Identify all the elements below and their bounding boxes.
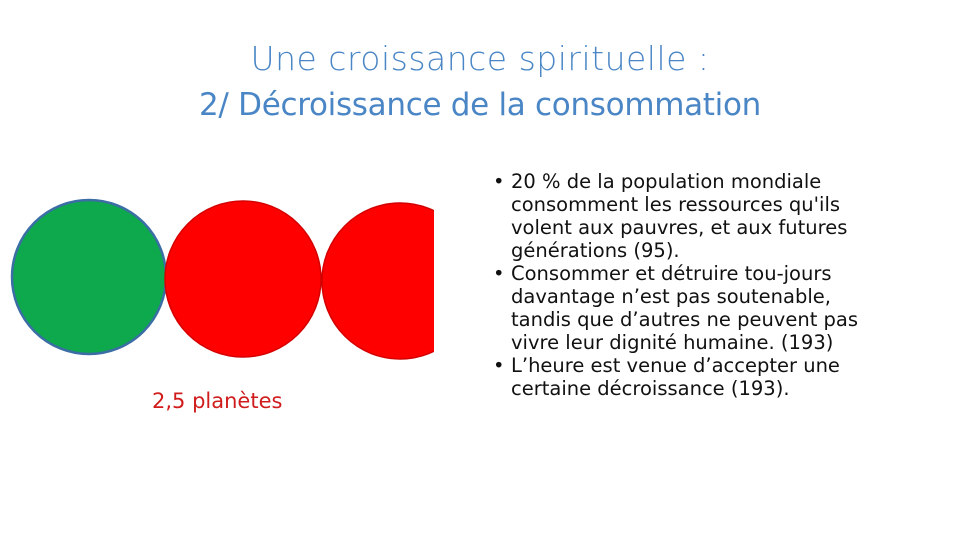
bullet-item: • 20 % de la population mondiale consomm… <box>493 170 933 262</box>
planets-caption: 2,5 planètes <box>152 389 283 413</box>
bullet-item: • L’heure est venue d’accepter une certa… <box>493 354 933 400</box>
slide-title: Une croissance spirituelle : 2/ Décroiss… <box>0 36 960 128</box>
green-planet <box>10 198 168 356</box>
bullet-item: • Consommer et détruire tou-jours davant… <box>493 262 933 354</box>
bullet-text: Consommer et détruire tou-jours davantag… <box>511 262 859 354</box>
bullet-text: 20 % de la population mondiale consommen… <box>511 170 848 262</box>
bullet-list: • 20 % de la population mondiale consomm… <box>493 170 933 400</box>
bullet-text: L’heure est venue d’accepter une certain… <box>511 354 840 400</box>
title-line-1: Une croissance spirituelle : <box>250 39 710 78</box>
red-planet-full <box>164 200 322 358</box>
bullet-dot: • <box>493 170 505 193</box>
bullet-dot: • <box>493 262 505 285</box>
red-planet-half <box>321 202 434 360</box>
title-line-2-prefix: 2/ <box>199 87 239 123</box>
bullet-dot: • <box>493 354 505 377</box>
title-line-2-main: Décroissance de la consommation <box>238 87 761 123</box>
title-line-2: 2/ Décroissance de la consommation <box>0 82 960 128</box>
